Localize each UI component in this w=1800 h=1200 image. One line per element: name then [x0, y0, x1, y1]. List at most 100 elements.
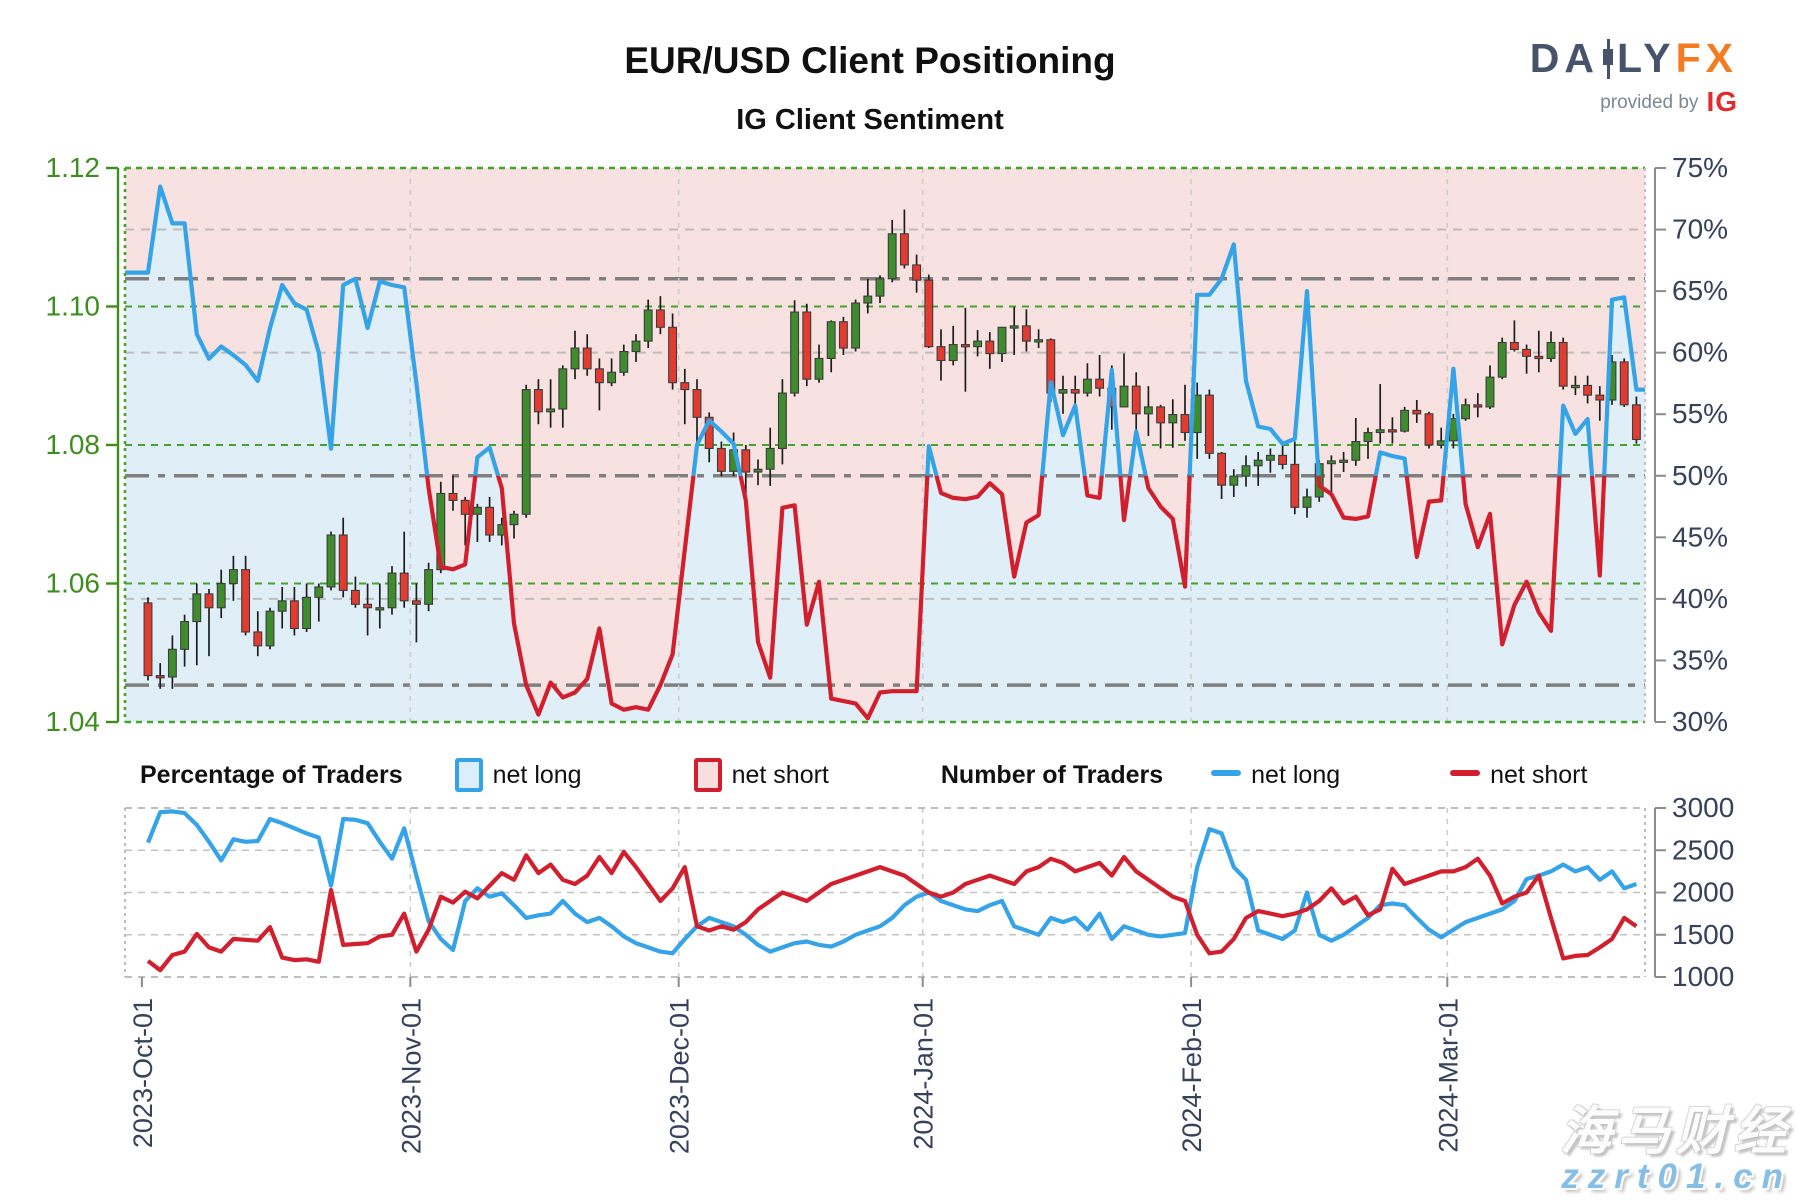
date-axis: 2023-Oct-01 2023-Nov-01 2023-Dec-01 2024-Ja…	[128, 977, 1463, 1154]
candle-down	[1424, 413, 1434, 446]
candle-up	[509, 513, 519, 526]
candle-up	[753, 468, 763, 473]
pct-net-long-label: net long	[492, 760, 582, 789]
num-net-long-line-icon	[1211, 770, 1242, 776]
candle-down	[1473, 404, 1483, 408]
candle-up	[997, 326, 1007, 355]
sentiment-line-net-short-segment	[425, 475, 1607, 721]
pct-net-long-swatch-icon	[454, 758, 483, 792]
page-title: EUR/USD Client Positioning	[624, 40, 1116, 81]
traders-axis-label: 3000	[1672, 792, 1734, 823]
candle-up	[192, 593, 202, 623]
candle-down	[668, 326, 678, 384]
percent-axis-label: 65%	[1672, 275, 1728, 306]
candle-up	[302, 596, 312, 630]
candle-up	[1485, 376, 1495, 408]
candle-up	[1229, 475, 1239, 486]
candle-up	[277, 600, 287, 612]
candle-up	[558, 368, 568, 410]
candle-up	[973, 340, 983, 348]
candle-up	[546, 408, 556, 413]
candle-down	[143, 602, 153, 677]
candle-up	[1143, 406, 1153, 415]
date-label: 2024-Jan-01	[909, 998, 939, 1150]
candle-down	[924, 279, 934, 348]
candle-up	[167, 648, 177, 678]
provided-by-text: provided by	[1600, 91, 1699, 113]
logo-da-text: DA	[1529, 35, 1599, 81]
candle-up	[521, 389, 531, 515]
candle-up	[631, 340, 641, 353]
num-net-long-label: net long	[1251, 760, 1341, 789]
traders-axis-label: 1500	[1672, 919, 1734, 950]
candle-down	[1131, 385, 1141, 415]
candle-down	[1021, 325, 1031, 342]
candle-down	[1278, 454, 1288, 465]
candle-up	[326, 534, 336, 588]
candle-down	[802, 311, 812, 380]
candle-up	[1351, 440, 1361, 461]
num-net-short-label: net short	[1490, 760, 1588, 789]
candle-down	[289, 600, 299, 630]
candle-down	[1095, 378, 1105, 389]
candle-down	[155, 675, 165, 679]
candlestick-icon	[1601, 38, 1615, 79]
sentiment-line-net-long-segment	[125, 184, 1645, 476]
price-axis-label: 1.08	[46, 429, 101, 460]
percent-axis-label: 55%	[1672, 398, 1728, 429]
candle-up	[1302, 496, 1312, 508]
candle-down	[716, 447, 726, 472]
candle-down	[899, 233, 909, 266]
candle-down	[1509, 341, 1519, 350]
candle-up	[228, 569, 238, 585]
price-axis-label: 1.12	[46, 152, 101, 183]
date-label: 2024-Mar-01	[1433, 998, 1463, 1153]
candle-up	[1082, 378, 1092, 394]
candle-down	[838, 321, 848, 349]
candle-down	[1387, 429, 1397, 433]
pct-net-short-label: net short	[731, 760, 829, 789]
candle-down	[1180, 413, 1190, 434]
legend-number-of-traders-label: Number of Traders	[940, 760, 1164, 789]
traders-axis-label: 1000	[1672, 961, 1734, 992]
candle-up	[1339, 459, 1349, 463]
candle-up	[814, 357, 824, 380]
candle-down	[399, 572, 409, 602]
candle-down	[680, 382, 690, 391]
candle-up	[1497, 341, 1507, 378]
price-axis-label: 1.10	[46, 291, 101, 322]
traders-net-short-line	[146, 849, 1638, 973]
candle-down	[912, 264, 922, 281]
candle-up	[1570, 384, 1580, 389]
candle-down	[582, 347, 592, 370]
candle-down	[692, 389, 702, 418]
candle-up	[765, 447, 775, 470]
logo-fx-text: FX	[1675, 35, 1738, 81]
candle-down	[1631, 404, 1641, 441]
percent-axis-label: 50%	[1672, 460, 1728, 491]
candle-up	[1009, 325, 1019, 329]
candle-up	[777, 392, 787, 450]
traders-axis-label: 2500	[1672, 834, 1734, 865]
candle-up	[851, 302, 861, 349]
logo-ly-text: LY	[1616, 35, 1676, 81]
traders-net-long-line	[146, 809, 1638, 956]
legend-percentage-of-traders-label: Percentage of Traders	[140, 760, 403, 789]
candle-up	[375, 607, 385, 611]
candle-up	[1241, 465, 1251, 477]
candle-up	[472, 506, 482, 515]
candle-down	[1204, 394, 1214, 454]
dailyfx-logo[interactable]: DA LY FX provided by IG	[1530, 38, 1738, 116]
candle-up	[314, 586, 324, 598]
candle-up	[790, 311, 800, 394]
candle-up	[1400, 409, 1410, 432]
main-borders	[123, 166, 1646, 724]
candle-down	[1290, 463, 1300, 508]
candle-down	[594, 368, 604, 384]
num-net-short-line-icon	[1450, 770, 1481, 776]
candle-up	[570, 347, 580, 370]
dailyfx-wordmark: DA LY FX	[1530, 38, 1738, 79]
candle-up	[1546, 341, 1556, 359]
candle-down	[1595, 394, 1605, 401]
